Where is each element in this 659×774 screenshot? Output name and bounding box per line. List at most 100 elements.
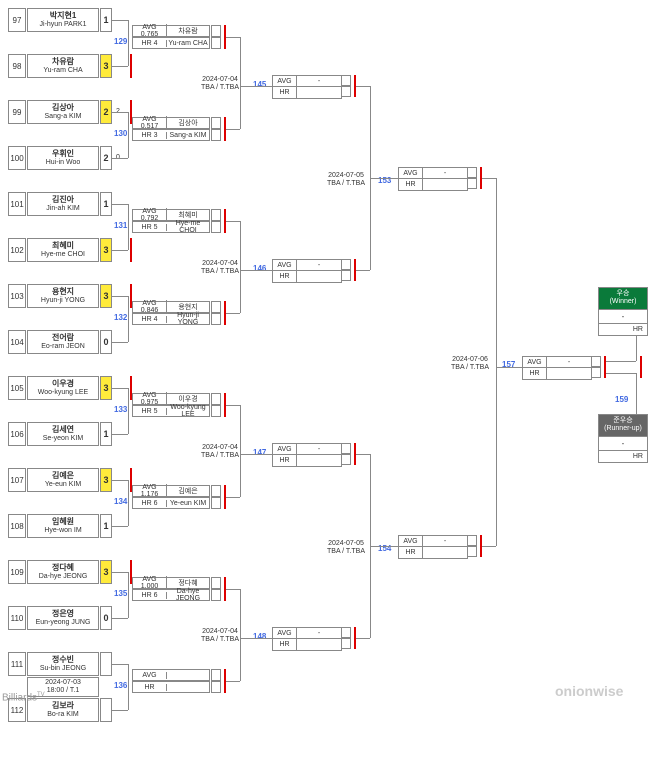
- seed-box: 100: [8, 146, 26, 170]
- hr-label: HR 5: [133, 408, 167, 415]
- player-en: Su-bin JEONG: [40, 665, 86, 673]
- score-box: 1: [100, 8, 112, 32]
- mi-date: 2024-07-04: [190, 260, 250, 268]
- mi-date: 2024-07-04: [190, 76, 250, 84]
- player-en: Bo-ra KIM: [47, 711, 79, 719]
- player-box: 김진아Jin-ah KIM: [27, 192, 99, 216]
- match-num-r2: 148: [253, 632, 266, 641]
- stat-table: AVG-HR: [398, 535, 468, 559]
- watermark-billiards: BilliardsTV: [2, 692, 45, 703]
- seed-box: 102: [8, 238, 26, 262]
- score-box: 3: [100, 468, 112, 492]
- player-en: Ji-hyun PARK1: [40, 21, 87, 29]
- score-box: [100, 652, 112, 676]
- player-kr: 김상아: [52, 104, 74, 113]
- hr-label: HR 5: [133, 224, 167, 231]
- score-box: 3: [100, 376, 112, 400]
- advancer-row: HR 4Hyun-ji YONG: [132, 313, 210, 325]
- player-box: 용현지Hyun-ji YONG: [27, 284, 99, 308]
- seed-box: 97: [8, 8, 26, 32]
- player-en: Jin-ah KIM: [46, 205, 79, 213]
- player-en: Yu-ram CHA: [43, 67, 82, 75]
- player-en: Woo-kyung LEE: [38, 389, 88, 397]
- mi-tba: TBA / T.TBA: [316, 180, 376, 188]
- score-box: 1: [100, 422, 112, 446]
- player-box: 정수빈Su-bin JEONG: [27, 652, 99, 676]
- schedule-date: 2024-07-03: [45, 679, 81, 687]
- adv-kr: 최혜미: [167, 210, 209, 220]
- avg-label: AVG 1.176: [133, 484, 167, 498]
- match-num-r1: 133: [114, 405, 127, 414]
- stat-table: AVG-HR: [272, 443, 342, 467]
- player-en: Ye-eun KIM: [45, 481, 81, 489]
- watermark-onionwise: onionwise: [555, 683, 623, 699]
- player-box: 박지현1Ji-hyun PARK1: [27, 8, 99, 32]
- player-kr: 차유람: [52, 58, 74, 67]
- score-box: 3: [100, 54, 112, 78]
- player-en: Hye-won IM: [44, 527, 81, 535]
- match-num-r2: 145: [253, 80, 266, 89]
- stat-table: AVG-HR: [398, 167, 468, 191]
- stat-table: AVG-HR: [272, 627, 342, 651]
- score-box: 1: [100, 514, 112, 538]
- hr-label: HR: [133, 684, 167, 691]
- runner-hr: HR: [599, 450, 647, 462]
- player-en: Hyun-ji YONG: [41, 297, 85, 305]
- adv-en: Woo-kyung LEE: [167, 404, 209, 418]
- adv-en: Yu-ram CHA: [167, 40, 209, 47]
- seed-box: 104: [8, 330, 26, 354]
- hr-label: HR 6: [133, 500, 167, 507]
- player-en: Eo-ram JEON: [41, 343, 85, 351]
- stat-table: AVG-HR: [272, 259, 342, 283]
- player-kr: 박지현1: [50, 12, 77, 21]
- player-box: 임혜원Hye-won IM: [27, 514, 99, 538]
- player-kr: 정수빈: [52, 656, 74, 665]
- advancer-row: HR 5Hye-me CHOI: [132, 221, 210, 233]
- avg-label: AVG: [133, 672, 167, 679]
- match-num-r2: 147: [253, 448, 266, 457]
- runner-header: 준우승 (Runner-up): [599, 415, 647, 436]
- final-match-num: 159: [615, 395, 628, 404]
- advancer-row: AVG 0.765차유람: [132, 25, 210, 37]
- mi-date: 2024-07-04: [190, 444, 250, 452]
- advancer-row: HR 5Woo-kyung LEE: [132, 405, 210, 417]
- seed-box: 107: [8, 468, 26, 492]
- score-box: 2: [100, 100, 112, 124]
- match-info: 2024-07-04TBA / T.TBA: [190, 628, 250, 645]
- adv-en: Hyun-ji YONG: [167, 312, 209, 326]
- player-kr: 우휘인: [52, 150, 74, 159]
- winner-val: -: [599, 309, 647, 323]
- mi-date: 2024-07-05: [316, 172, 376, 180]
- match-num-r1: 130: [114, 129, 127, 138]
- adv-kr: 차유람: [167, 26, 209, 36]
- hr-label: HR 4: [133, 316, 167, 323]
- player-en: Hye-me CHOI: [41, 251, 85, 259]
- advancer-row: HR: [132, 681, 210, 693]
- player-box: 최혜미Hye-me CHOI: [27, 238, 99, 262]
- match-info: 2024-07-04TBA / T.TBA: [190, 76, 250, 93]
- mi-tba: TBA / T.TBA: [316, 548, 376, 556]
- winner-hr: HR: [599, 323, 647, 335]
- player-kr: 이우경: [52, 380, 74, 389]
- avg-label: AVG 0.517: [133, 116, 167, 130]
- avg-label: AVG 0.765: [133, 24, 167, 38]
- hr-label: HR 6: [133, 592, 167, 599]
- seed-box: 108: [8, 514, 26, 538]
- match-num-r1: 129: [114, 37, 127, 46]
- seed-box: 98: [8, 54, 26, 78]
- score-box: 0: [100, 606, 112, 630]
- player-en: Sang-a KIM: [45, 113, 82, 121]
- match-num-r1: 134: [114, 497, 127, 506]
- player-kr: 전어람: [52, 334, 74, 343]
- advancer-row: AVG 1.176김예은: [132, 485, 210, 497]
- adv-en: Hye-me CHOI: [167, 220, 209, 234]
- winner-box: 우승 (Winner) - HR: [598, 287, 648, 336]
- player-box: 정다혜Da-hye JEONG: [27, 560, 99, 584]
- adv-kr: 김예은: [167, 486, 209, 496]
- match-info: 2024-07-06TBA / T.TBA: [440, 356, 500, 373]
- match-info: 2024-07-05TBA / T.TBA: [316, 172, 376, 189]
- player-kr: 김진아: [52, 196, 74, 205]
- score-box: 2: [100, 146, 112, 170]
- advancer-row: HR 4Yu-ram CHA: [132, 37, 210, 49]
- mi-date: 2024-07-06: [440, 356, 500, 364]
